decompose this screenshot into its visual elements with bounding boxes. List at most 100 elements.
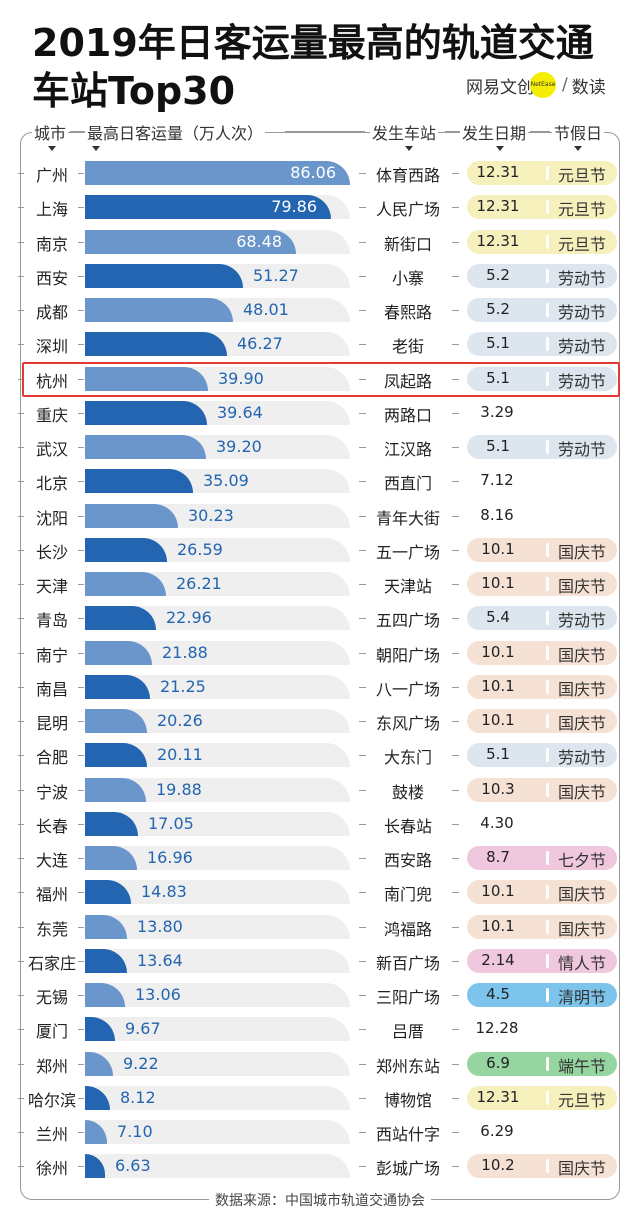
date-pill <box>467 914 617 939</box>
tick <box>18 275 24 277</box>
tick <box>18 584 24 585</box>
tick <box>18 173 24 174</box>
holiday-label: 国庆节 <box>557 782 606 802</box>
station-label: 东风广场 <box>375 714 440 733</box>
pill-separator <box>546 577 549 591</box>
pill-separator <box>546 166 549 180</box>
date-pill <box>467 743 617 768</box>
date-pill <box>467 606 617 631</box>
date-label: 6.29 <box>480 1122 514 1140</box>
city-label: 武汉 <box>35 440 68 459</box>
tick <box>78 960 84 962</box>
table-row: 长春 17.05 长春站 4.30 <box>18 807 620 841</box>
value-label: 51.27 <box>253 265 299 285</box>
tick <box>78 1097 84 1099</box>
pill-separator <box>546 611 549 626</box>
sort-arrow-icon <box>48 146 56 151</box>
tick <box>452 960 459 962</box>
bar <box>85 1154 105 1179</box>
tick <box>452 378 459 380</box>
date-pill <box>467 777 617 802</box>
tick <box>452 618 459 620</box>
holiday-label: 国庆节 <box>557 1159 606 1179</box>
tick <box>359 584 366 585</box>
value-label: 35.09 <box>203 471 249 491</box>
table-row: 杭州 39.90 凤起路 5.1 劳动节 <box>18 362 620 396</box>
date-label: 10.1 <box>481 711 515 729</box>
table-row: 哈尔滨 8.12 博物馆 12.31 元旦节 <box>18 1081 620 1115</box>
tick <box>359 1132 366 1133</box>
tick <box>18 652 24 654</box>
city-label: 杭州 <box>35 371 68 391</box>
value-label: 20.26 <box>157 711 203 730</box>
date-label: 10.3 <box>481 779 515 798</box>
date-label: 3.29 <box>480 402 514 421</box>
tick <box>359 1097 366 1099</box>
date-pill <box>467 366 617 391</box>
tick <box>359 858 366 859</box>
tick <box>452 721 459 722</box>
date-pill <box>467 709 617 733</box>
tick <box>452 412 459 414</box>
bar <box>85 195 331 220</box>
tick <box>78 995 84 996</box>
tick <box>452 1097 459 1099</box>
tick <box>359 926 366 928</box>
bar <box>85 743 147 768</box>
date-pill <box>467 640 617 665</box>
logo-left: 网易文创 <box>466 77 534 98</box>
tick <box>452 823 459 825</box>
sort-arrow-icon <box>92 146 100 151</box>
divider <box>70 131 85 132</box>
station-label: 鼓楼 <box>391 782 424 802</box>
date-pill <box>467 846 617 870</box>
tick <box>359 960 366 962</box>
tick <box>78 823 84 825</box>
station-label: 老街 <box>391 337 424 357</box>
tick <box>78 789 84 791</box>
tick <box>18 241 24 243</box>
logo-sep: / <box>562 75 568 95</box>
holiday-label: 国庆节 <box>557 645 606 665</box>
value-label: 7.10 <box>117 1122 153 1141</box>
date-pill <box>467 332 617 357</box>
tick <box>359 1166 366 1168</box>
date-pill <box>467 1051 617 1076</box>
tick <box>78 1029 84 1031</box>
date-label: 5.1 <box>486 334 510 353</box>
holiday-label: 劳动节 <box>557 337 606 357</box>
city-label: 重庆 <box>35 405 68 425</box>
tick <box>78 1166 84 1168</box>
date-label: 10.1 <box>481 642 515 661</box>
city-label: 厦门 <box>35 1022 68 1042</box>
station-label: 春熙路 <box>383 303 432 322</box>
date-label: 4.5 <box>486 985 510 1003</box>
pill-separator <box>546 645 549 660</box>
date-pill <box>467 983 617 1007</box>
station-label: 两路口 <box>383 405 432 425</box>
date-pill <box>467 674 617 699</box>
tick <box>452 207 459 209</box>
city-label: 大连 <box>35 851 68 870</box>
value-label: 30.23 <box>188 505 234 525</box>
date-pill <box>467 572 617 596</box>
holiday-label: 劳动节 <box>557 611 606 631</box>
header-date: 发生日期 <box>460 120 529 144</box>
bar <box>85 435 206 459</box>
tick <box>18 310 24 311</box>
tick <box>18 344 24 346</box>
date-label: 8.7 <box>486 848 510 866</box>
table-row: 石家庄 13.64 新百广场 2.14 情人节 <box>18 944 620 978</box>
pill-separator <box>546 1090 549 1105</box>
table-row: 长沙 26.59 五一广场 10.1 国庆节 <box>18 533 620 567</box>
value-label: 13.64 <box>137 950 183 970</box>
tick <box>359 721 366 722</box>
tick <box>78 447 84 448</box>
city-label: 天津 <box>35 577 68 596</box>
table-row: 大连 16.96 西安路 8.7 七夕节 <box>18 841 620 875</box>
value-label: 86.06 <box>290 163 336 182</box>
table-row: 青岛 22.96 五四广场 5.4 劳动节 <box>18 601 620 635</box>
tick <box>452 789 459 791</box>
table-row: 徐州 6.63 彭城广场 10.2 国庆节 <box>18 1149 620 1183</box>
tick <box>78 755 84 757</box>
